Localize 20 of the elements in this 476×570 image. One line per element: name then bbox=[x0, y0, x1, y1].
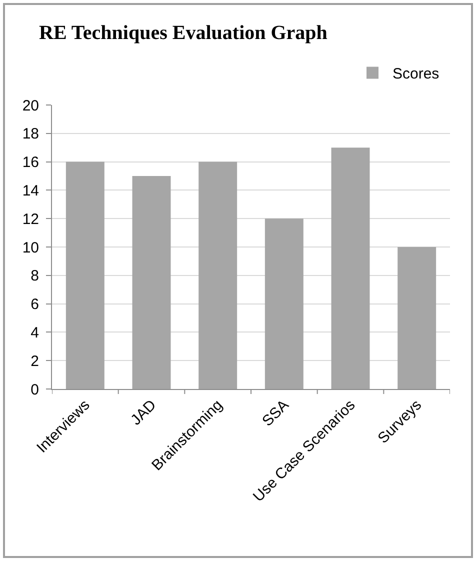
y-tick-label: 6 bbox=[30, 296, 39, 314]
bar bbox=[198, 162, 238, 389]
y-tick-label: 8 bbox=[30, 268, 39, 285]
y-tick-label: 0 bbox=[30, 381, 39, 398]
legend-label: Scores bbox=[392, 66, 440, 83]
y-tick-label: 14 bbox=[22, 182, 39, 200]
y-tick-label: 18 bbox=[22, 126, 39, 143]
y-tick-label: 4 bbox=[30, 324, 39, 342]
y-tick-label: 20 bbox=[22, 97, 39, 114]
y-tick-label: 10 bbox=[22, 239, 39, 256]
bar bbox=[66, 162, 104, 389]
bar bbox=[264, 218, 304, 389]
y-tick-label: 2 bbox=[30, 352, 39, 370]
bar bbox=[398, 247, 436, 389]
y-tick-label: 12 bbox=[22, 210, 39, 228]
chart-title: RE Techniques Evaluation Graph bbox=[39, 22, 328, 44]
bar bbox=[132, 176, 171, 389]
x-tick-label: SSA bbox=[259, 396, 292, 430]
y-tick-label: 16 bbox=[22, 154, 39, 172]
bar bbox=[331, 148, 370, 389]
